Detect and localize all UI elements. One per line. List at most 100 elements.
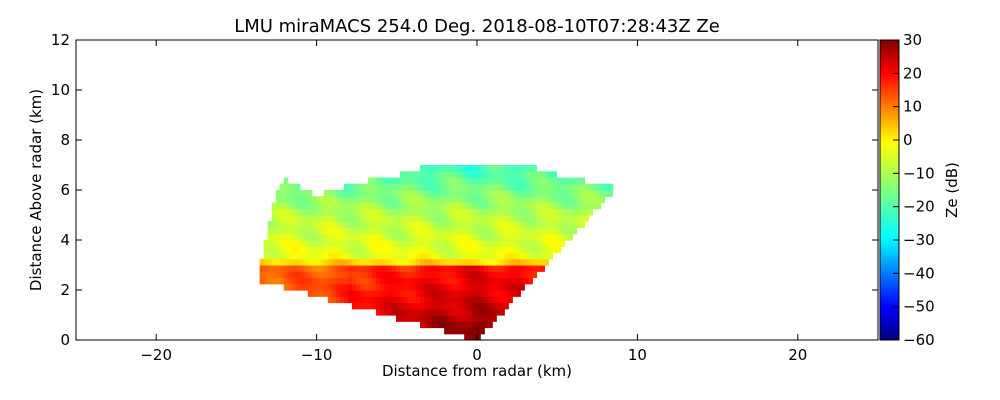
ze-cell bbox=[552, 196, 557, 204]
ze-cell bbox=[400, 196, 405, 204]
ze-cell bbox=[271, 221, 277, 229]
ze-cell bbox=[287, 183, 293, 191]
ze-cell bbox=[564, 183, 570, 191]
ze-cell bbox=[339, 265, 345, 272]
ze-cell bbox=[307, 202, 313, 210]
ze-cell bbox=[580, 221, 586, 229]
ze-cell bbox=[347, 252, 353, 260]
ze-cell bbox=[444, 265, 449, 272]
ze-cell bbox=[560, 221, 566, 229]
ze-cell bbox=[383, 308, 389, 316]
ze-cell bbox=[520, 202, 525, 210]
ze-cell bbox=[528, 208, 533, 216]
ze-cell bbox=[287, 221, 293, 229]
ze-cell bbox=[456, 183, 461, 191]
ze-cell bbox=[464, 183, 469, 191]
ze-cell bbox=[383, 246, 389, 254]
ze-cell bbox=[412, 252, 417, 260]
ze-cell bbox=[303, 227, 309, 235]
ze-cell bbox=[524, 227, 529, 235]
ze-cell bbox=[267, 240, 273, 247]
ze-cell bbox=[488, 196, 493, 204]
ze-cell bbox=[351, 196, 357, 204]
ze-cell bbox=[544, 258, 549, 266]
ze-cell bbox=[375, 277, 381, 285]
ze-cell bbox=[480, 296, 485, 304]
ze-cell bbox=[540, 177, 545, 185]
ze-cell bbox=[299, 246, 305, 254]
ze-cell bbox=[580, 202, 586, 210]
ze-cell bbox=[444, 233, 449, 241]
ze-cell bbox=[460, 302, 465, 310]
ze-cell bbox=[416, 315, 421, 322]
ze-cell bbox=[339, 258, 345, 266]
ze-cell bbox=[460, 258, 465, 266]
ze-cell bbox=[512, 258, 517, 266]
ze-cell bbox=[444, 277, 449, 285]
ze-cell bbox=[532, 202, 537, 210]
ze-cell bbox=[504, 227, 509, 235]
ze-cell bbox=[379, 302, 385, 310]
ze-cell bbox=[476, 246, 481, 254]
ze-cell bbox=[291, 227, 297, 235]
ze-cell bbox=[339, 215, 345, 222]
ze-cell bbox=[371, 277, 377, 285]
ze-cell bbox=[468, 283, 473, 291]
ze-cell bbox=[520, 190, 525, 197]
ze-cell bbox=[412, 290, 417, 297]
ze-cell bbox=[444, 177, 449, 185]
ze-cell bbox=[291, 240, 297, 247]
ze-cell bbox=[496, 290, 501, 297]
ze-cell bbox=[428, 283, 433, 291]
ze-cell bbox=[444, 227, 449, 235]
ze-cell bbox=[259, 258, 265, 266]
ze-cell bbox=[484, 208, 489, 216]
ze-cell bbox=[476, 296, 481, 304]
ze-cell bbox=[351, 246, 357, 254]
ze-cell bbox=[307, 190, 313, 197]
ze-cell bbox=[408, 258, 413, 266]
ze-cell bbox=[428, 258, 433, 266]
ze-cell bbox=[355, 258, 361, 266]
ze-cell bbox=[492, 233, 497, 241]
ze-cell bbox=[327, 208, 333, 216]
x-axis-label: Distance from radar (km) bbox=[382, 362, 572, 380]
ze-cell bbox=[436, 290, 441, 297]
ze-cell bbox=[496, 171, 501, 179]
ze-cell bbox=[484, 296, 489, 304]
ze-cell bbox=[460, 165, 465, 172]
ze-cell bbox=[347, 208, 353, 216]
ze-cell bbox=[420, 258, 425, 266]
ze-cell bbox=[375, 221, 381, 229]
ze-cell bbox=[408, 171, 413, 179]
ze-cell bbox=[508, 283, 513, 291]
ze-cell bbox=[432, 308, 437, 316]
ze-cell bbox=[295, 215, 301, 222]
ze-cell bbox=[536, 265, 541, 272]
ze-cell bbox=[560, 240, 566, 247]
ze-cell bbox=[291, 202, 297, 210]
ze-cell bbox=[283, 258, 289, 266]
ze-cell bbox=[440, 296, 445, 304]
ze-cell bbox=[327, 196, 333, 204]
ze-cell bbox=[404, 308, 409, 316]
ze-cell bbox=[468, 333, 473, 340]
ze-cell bbox=[460, 308, 465, 316]
ze-cell bbox=[371, 240, 377, 247]
ze-cell bbox=[500, 277, 505, 285]
ze-cell bbox=[339, 283, 345, 291]
ze-cell bbox=[387, 240, 393, 247]
ze-cell bbox=[500, 171, 505, 179]
ze-cell bbox=[359, 227, 365, 235]
ze-cell bbox=[456, 321, 461, 329]
ze-cell bbox=[416, 277, 421, 285]
ze-cell bbox=[492, 246, 497, 254]
ze-cell bbox=[500, 240, 505, 247]
ze-cell bbox=[379, 202, 385, 210]
ze-cell bbox=[440, 221, 445, 229]
ze-cell bbox=[424, 283, 429, 291]
ze-cell bbox=[339, 208, 345, 216]
ze-cell bbox=[299, 265, 305, 272]
ze-cell bbox=[520, 246, 525, 254]
ze-cell bbox=[295, 246, 301, 254]
